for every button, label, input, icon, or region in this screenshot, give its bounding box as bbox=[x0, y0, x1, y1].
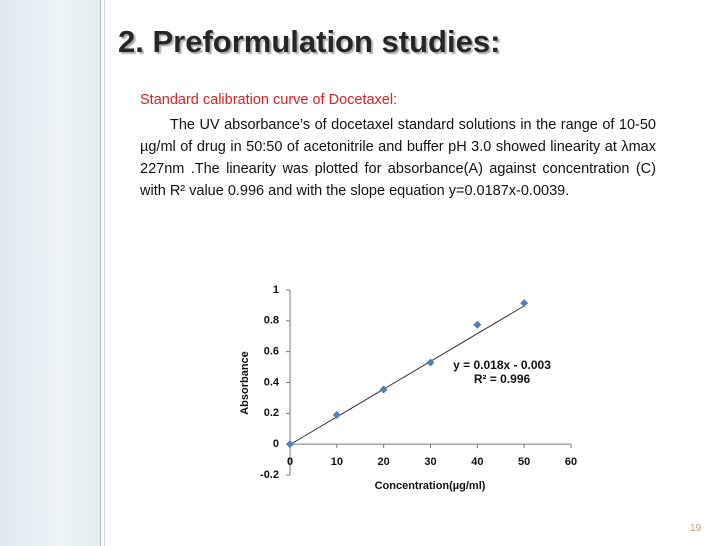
trendline bbox=[289, 305, 525, 446]
point bbox=[332, 410, 341, 419]
subtitle: Standard calibration curve of Docetaxel: bbox=[140, 92, 398, 108]
x-tick-label: 20 bbox=[378, 456, 390, 468]
y-tick-label: 0 bbox=[273, 438, 279, 450]
side-decoration bbox=[0, 0, 101, 546]
page-number: 19 bbox=[690, 523, 702, 534]
slide-title: 2. Preformulation studies: bbox=[118, 24, 501, 59]
point bbox=[473, 320, 482, 329]
x-tick-label: 10 bbox=[331, 456, 343, 468]
y-tick-label: 0.4 bbox=[264, 376, 280, 388]
x-tick-label: 60 bbox=[565, 456, 577, 468]
trendline-r2: R² = 0.996 bbox=[474, 372, 531, 386]
trendline-equation: y = 0.018x - 0.003 bbox=[453, 358, 551, 372]
point bbox=[426, 358, 435, 367]
y-tick-label: 0.8 bbox=[264, 315, 279, 327]
y-tick-label: 1 bbox=[273, 284, 279, 296]
x-axis-title: Concentration(µg/ml) bbox=[375, 480, 486, 492]
point bbox=[379, 385, 388, 394]
point bbox=[520, 299, 529, 308]
paragraph: The UV absorbance’s of docetaxel standar… bbox=[140, 117, 656, 199]
side-line bbox=[104, 0, 105, 546]
x-tick-label: 0 bbox=[287, 456, 293, 468]
point bbox=[286, 440, 294, 449]
y-tick-label: -0.2 bbox=[260, 469, 279, 481]
y-axis-title: Absorbance bbox=[239, 351, 251, 415]
x-tick-label: 30 bbox=[424, 456, 436, 468]
x-tick-label: 40 bbox=[471, 456, 483, 468]
x-tick-label: 50 bbox=[518, 456, 530, 468]
y-tick-label: 0.2 bbox=[264, 407, 279, 419]
y-tick-label: 0.6 bbox=[264, 346, 279, 358]
